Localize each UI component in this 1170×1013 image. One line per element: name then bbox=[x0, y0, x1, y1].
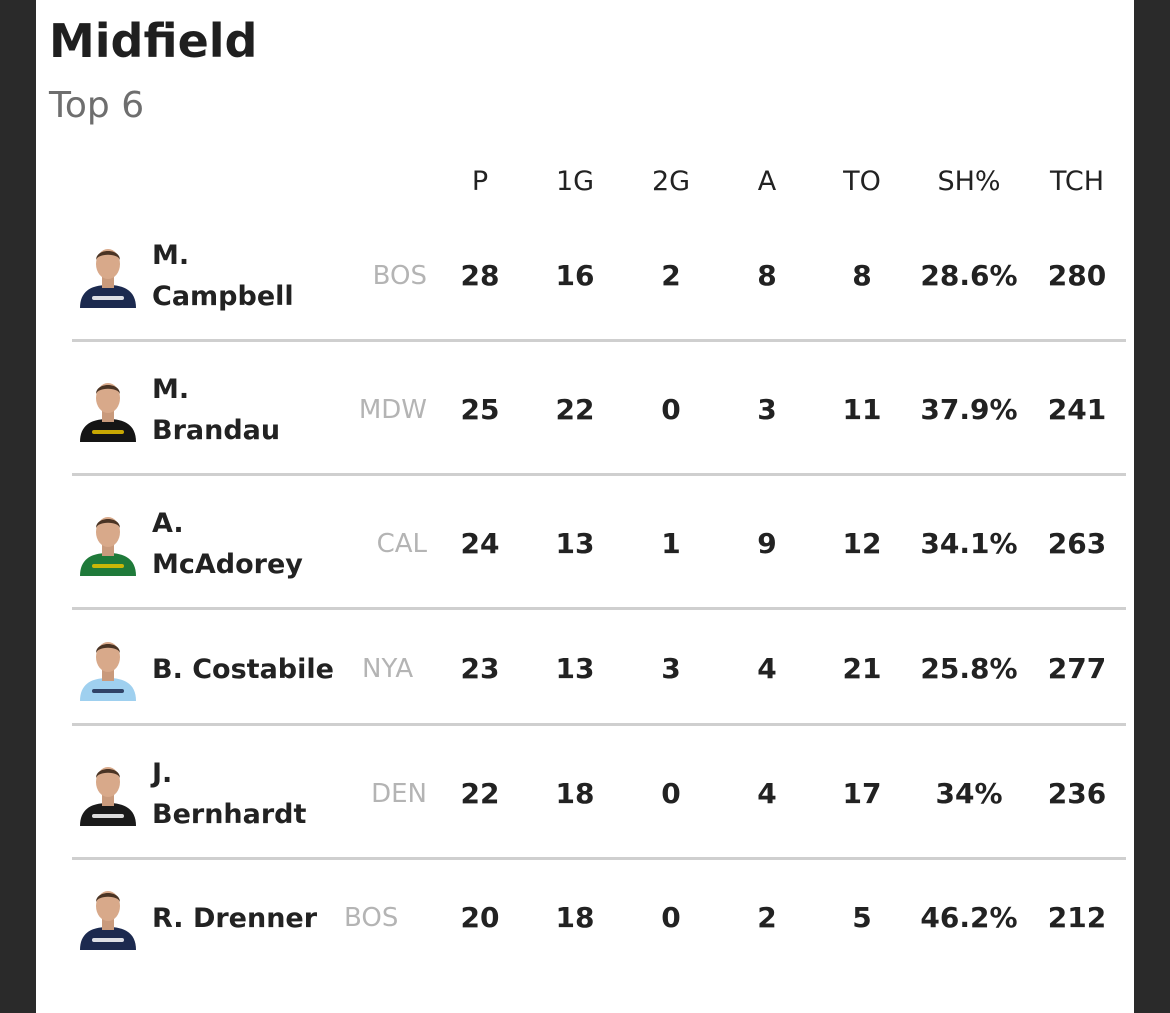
player-name-line2: Campbell bbox=[152, 281, 294, 312]
player-name-line1: J. bbox=[152, 758, 173, 789]
stat-2g: 1 bbox=[661, 527, 681, 560]
stat-p: 20 bbox=[460, 901, 500, 934]
stat-a: 4 bbox=[757, 652, 777, 685]
stat-p: 24 bbox=[460, 527, 500, 560]
column-header-2g[interactable]: 2G bbox=[651, 166, 691, 197]
player-name[interactable]: A. McAdorey bbox=[152, 503, 303, 585]
stat-tch: 212 bbox=[1047, 901, 1107, 934]
stat-2g: 0 bbox=[661, 393, 681, 426]
stat-to: 17 bbox=[842, 777, 882, 810]
stat-sh-pct: 46.2% bbox=[920, 901, 1018, 934]
column-header-a[interactable]: A bbox=[757, 166, 777, 197]
stat-sh-pct: 34% bbox=[935, 777, 1003, 810]
player-name[interactable]: M. Brandau bbox=[152, 369, 280, 451]
stat-1g: 18 bbox=[555, 777, 595, 810]
player-name-line2: Brandau bbox=[152, 415, 281, 446]
page-title: Midfield bbox=[49, 14, 258, 68]
stat-sh-pct: 34.1% bbox=[920, 527, 1018, 560]
row-divider bbox=[72, 339, 1126, 342]
stat-a: 3 bbox=[757, 393, 777, 426]
stat-p: 23 bbox=[460, 652, 500, 685]
stat-a: 4 bbox=[757, 777, 777, 810]
stat-to: 11 bbox=[842, 393, 882, 426]
player-name-line1: M. bbox=[152, 240, 190, 271]
stat-to: 21 bbox=[842, 652, 882, 685]
stat-1g: 22 bbox=[555, 393, 595, 426]
stat-p: 28 bbox=[460, 259, 500, 292]
team-abbreviation: CAL bbox=[376, 529, 427, 559]
stat-a: 9 bbox=[757, 527, 777, 560]
column-header-sh-pct[interactable]: SH% bbox=[937, 166, 1001, 197]
row-divider bbox=[72, 857, 1126, 860]
player-name[interactable]: B. Costabile bbox=[152, 654, 334, 685]
stat-tch: 236 bbox=[1047, 777, 1107, 810]
stat-sh-pct: 37.9% bbox=[920, 393, 1018, 426]
stat-1g: 18 bbox=[555, 901, 595, 934]
player-avatar bbox=[78, 633, 138, 701]
stat-2g: 2 bbox=[661, 259, 681, 292]
stat-1g: 13 bbox=[555, 527, 595, 560]
team-abbreviation: NYA bbox=[362, 654, 414, 684]
player-name[interactable]: J. Bernhardt bbox=[152, 753, 306, 835]
player-avatar bbox=[78, 508, 138, 576]
player-avatar bbox=[78, 240, 138, 308]
midfield-panel: Midfield Top 6 P 1G 2G A TO SH% TCH M. Ca… bbox=[36, 0, 1134, 1013]
row-divider bbox=[72, 723, 1126, 726]
player-name-line1: M. bbox=[152, 374, 190, 405]
player-avatar bbox=[78, 758, 138, 826]
page-subtitle: Top 6 bbox=[49, 85, 145, 126]
stat-to: 8 bbox=[852, 259, 872, 292]
stat-2g: 0 bbox=[661, 777, 681, 810]
stat-tch: 263 bbox=[1047, 527, 1107, 560]
stat-1g: 16 bbox=[555, 259, 595, 292]
stat-1g: 13 bbox=[555, 652, 595, 685]
team-abbreviation: MDW bbox=[358, 395, 427, 425]
stat-tch: 277 bbox=[1047, 652, 1107, 685]
stat-p: 22 bbox=[460, 777, 500, 810]
player-avatar bbox=[78, 882, 138, 950]
column-header-tch[interactable]: TCH bbox=[1049, 166, 1105, 197]
player-name-line1: A. bbox=[152, 508, 184, 539]
stat-tch: 241 bbox=[1047, 393, 1107, 426]
row-divider bbox=[72, 473, 1126, 476]
stat-tch: 280 bbox=[1047, 259, 1107, 292]
column-header-to[interactable]: TO bbox=[843, 166, 881, 197]
stat-2g: 3 bbox=[661, 652, 681, 685]
stat-2g: 0 bbox=[661, 901, 681, 934]
team-abbreviation: DEN bbox=[371, 779, 427, 809]
stat-a: 2 bbox=[757, 901, 777, 934]
player-name[interactable]: M. Campbell bbox=[152, 235, 294, 317]
stat-to: 12 bbox=[842, 527, 882, 560]
row-divider bbox=[72, 607, 1126, 610]
team-abbreviation: BOS bbox=[372, 261, 427, 291]
player-name-line2: Bernhardt bbox=[152, 799, 307, 830]
player-avatar bbox=[78, 374, 138, 442]
column-header-p[interactable]: P bbox=[471, 166, 489, 197]
stat-p: 25 bbox=[460, 393, 500, 426]
stat-sh-pct: 25.8% bbox=[920, 652, 1018, 685]
stat-sh-pct: 28.6% bbox=[920, 259, 1018, 292]
stat-a: 8 bbox=[757, 259, 777, 292]
stat-to: 5 bbox=[852, 901, 872, 934]
column-header-1g[interactable]: 1G bbox=[555, 166, 595, 197]
team-abbreviation: BOS bbox=[344, 903, 399, 933]
player-name[interactable]: R. Drenner bbox=[152, 903, 318, 934]
player-name-line2: McAdorey bbox=[152, 549, 303, 580]
